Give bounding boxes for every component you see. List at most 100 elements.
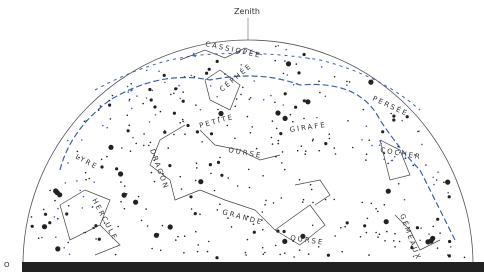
star (276, 128, 278, 130)
star (112, 95, 114, 97)
star (182, 119, 184, 121)
star (88, 178, 90, 180)
star (286, 61, 291, 66)
star (138, 196, 140, 198)
star (250, 97, 252, 99)
star (173, 93, 175, 95)
star (155, 114, 157, 116)
star (278, 45, 280, 47)
star (149, 121, 151, 123)
star (428, 233, 430, 235)
star (79, 190, 81, 192)
star (231, 226, 233, 228)
star (389, 190, 391, 192)
star (83, 232, 85, 234)
star (325, 96, 327, 98)
star (93, 181, 95, 183)
star (303, 199, 305, 201)
star (371, 145, 373, 147)
star (334, 147, 336, 149)
star (241, 64, 243, 66)
star (392, 118, 395, 121)
star (367, 218, 369, 220)
star (127, 129, 130, 132)
star (236, 98, 238, 100)
star (256, 148, 258, 150)
star (329, 138, 331, 140)
star (275, 46, 277, 48)
star (305, 99, 310, 104)
star (184, 235, 186, 237)
star (283, 230, 286, 233)
star (276, 230, 279, 233)
star (262, 229, 264, 231)
star (216, 96, 218, 98)
star (312, 202, 314, 204)
star (143, 133, 145, 135)
star (182, 100, 185, 103)
star (352, 147, 354, 149)
star (63, 247, 65, 249)
star (117, 226, 119, 228)
star (207, 251, 209, 253)
star (76, 180, 78, 182)
zenith-label: Zenith (234, 7, 260, 16)
star (145, 208, 147, 210)
star (184, 76, 186, 78)
star (195, 104, 197, 106)
star (194, 212, 197, 215)
star (263, 99, 265, 101)
star (67, 242, 69, 244)
star (274, 60, 276, 62)
star (183, 252, 185, 254)
star (49, 190, 51, 192)
star (432, 226, 434, 228)
star (437, 171, 439, 173)
star (284, 169, 286, 171)
star (375, 232, 377, 234)
star (69, 254, 71, 256)
star (340, 227, 342, 229)
star (148, 145, 150, 147)
star (214, 190, 216, 192)
star (143, 145, 145, 147)
star (282, 239, 287, 244)
star (54, 216, 56, 218)
star (324, 142, 327, 145)
star (217, 109, 219, 111)
constellation-label: OURSE (290, 234, 325, 247)
star (189, 195, 192, 198)
star (160, 250, 162, 252)
star (398, 183, 400, 185)
star (412, 165, 414, 167)
star (349, 81, 351, 83)
star (48, 221, 51, 224)
star (281, 197, 283, 199)
star (390, 113, 392, 115)
star (154, 181, 156, 183)
star (57, 218, 59, 220)
star (227, 177, 229, 179)
star (277, 143, 279, 145)
star (100, 165, 103, 168)
star (275, 110, 280, 115)
star (394, 233, 396, 235)
star (84, 121, 86, 123)
star (308, 253, 310, 255)
star (420, 227, 422, 229)
star (158, 70, 160, 72)
star (271, 137, 273, 139)
star (290, 114, 292, 116)
star (368, 139, 370, 141)
star (135, 143, 137, 145)
horizon-ground (22, 262, 484, 272)
star (282, 151, 284, 153)
star (328, 133, 330, 135)
star (341, 251, 343, 253)
star (100, 105, 102, 107)
star (386, 231, 388, 233)
star (41, 237, 43, 239)
star (284, 252, 286, 254)
star (383, 159, 385, 161)
star (294, 106, 297, 109)
